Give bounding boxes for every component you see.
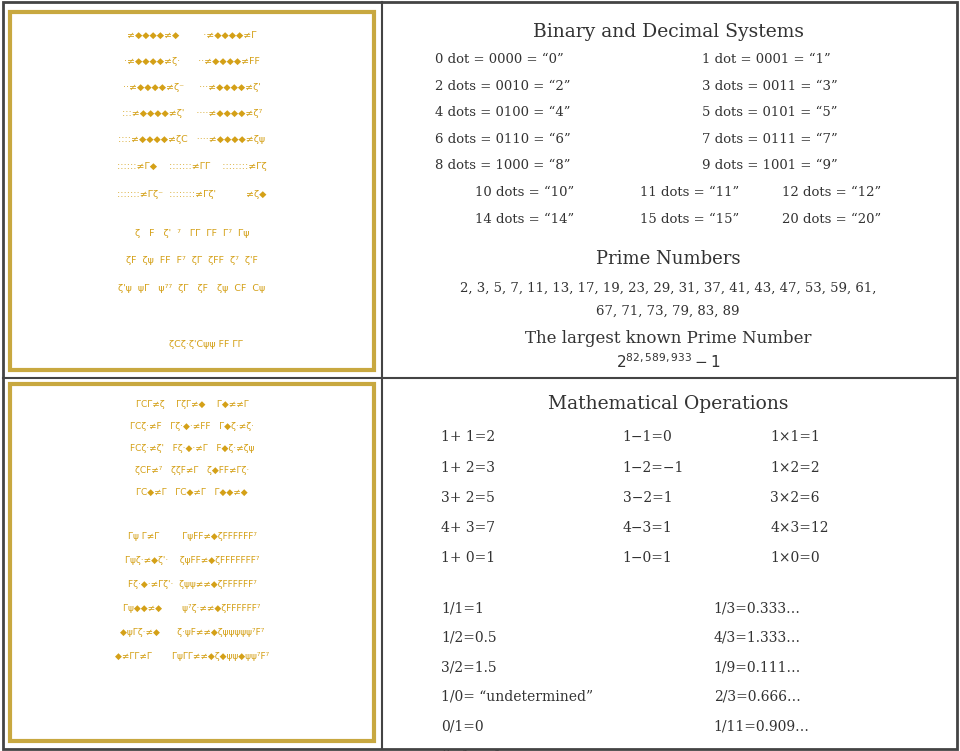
Text: ΓCζ·≠F   Γζ·◆·≠FF   Γ◆ζ·≠ζ·: ΓCζ·≠F Γζ·◆·≠FF Γ◆ζ·≠ζ· (130, 422, 254, 431)
Text: 0/1=0: 0/1=0 (441, 719, 484, 733)
Text: 3−2=1: 3−2=1 (623, 490, 672, 505)
Text: ◆≠ΓΓ≠Γ       ΓψΓΓ≠≠◆ζ◆ψψ◆ψψ⁷F⁷: ◆≠ΓΓ≠Γ ΓψΓΓ≠≠◆ζ◆ψψ◆ψψ⁷F⁷ (115, 652, 269, 661)
Text: ◆ψΓζ·≠◆      ζ·ψF≠≠◆ζψψψψψ⁷F⁷: ◆ψΓζ·≠◆ ζ·ψF≠≠◆ζψψψψψ⁷F⁷ (120, 628, 264, 637)
Text: 3 dots = 0011 = “3”: 3 dots = 0011 = “3” (703, 80, 838, 92)
Text: ζF  ζψ  FF  F⁷  ζΓ  ζFF  ζ⁷  ζ'F: ζF ζψ FF F⁷ ζΓ ζFF ζ⁷ ζ'F (126, 256, 258, 265)
Text: 1/3=0.333…: 1/3=0.333… (713, 602, 801, 616)
Text: 67, 71, 73, 79, 83, 89: 67, 71, 73, 79, 83, 89 (596, 304, 740, 318)
Text: ζ'ψ  ψΓ   ψ⁷⁷  ζΓ   ζF   ζψ  CF  Cψ: ζ'ψ ψΓ ψ⁷⁷ ζΓ ζF ζψ CF Cψ (118, 284, 266, 293)
Text: 1−2=−1: 1−2=−1 (623, 460, 684, 475)
Text: 0−1=−1: 0−1=−1 (441, 749, 502, 751)
Text: 4−3=1: 4−3=1 (623, 521, 672, 535)
Text: 3+ 2=5: 3+ 2=5 (441, 490, 494, 505)
Text: 14 dots = “14”: 14 dots = “14” (475, 213, 574, 226)
Text: 15 dots = “15”: 15 dots = “15” (639, 213, 739, 226)
Text: Binary and Decimal Systems: Binary and Decimal Systems (533, 23, 804, 41)
Text: 9 dots = 1001 = “9”: 9 dots = 1001 = “9” (703, 159, 838, 173)
Text: The largest known Prime Number: The largest known Prime Number (525, 330, 811, 347)
Text: 1+ 2=3: 1+ 2=3 (441, 460, 494, 475)
Text: 20 dots = “20”: 20 dots = “20” (781, 213, 881, 226)
Text: Mathematical Operations: Mathematical Operations (548, 395, 788, 413)
Text: ζCζ·ζ'Cψψ FF ΓΓ: ζCζ·ζ'Cψψ FF ΓΓ (141, 339, 243, 348)
Text: :::≠◆◆◆◆≠ζ'    ····≠◆◆◆◆≠ζ⁷: :::≠◆◆◆◆≠ζ' ····≠◆◆◆◆≠ζ⁷ (122, 109, 262, 118)
Text: 4/3=1.333…: 4/3=1.333… (713, 631, 801, 645)
Text: 1/0= “undetermined”: 1/0= “undetermined” (441, 690, 593, 704)
Text: 6 dots = 0110 = “6”: 6 dots = 0110 = “6” (435, 133, 571, 146)
Text: 1−1=0: 1−1=0 (623, 430, 672, 445)
Text: ··≠◆◆◆◆≠ζ⁻     ···≠◆◆◆◆≠ζ': ··≠◆◆◆◆≠ζ⁻ ···≠◆◆◆◆≠ζ' (123, 83, 261, 92)
Text: 1+ 0=1: 1+ 0=1 (441, 551, 495, 565)
Text: 12 dots = “12”: 12 dots = “12” (781, 186, 881, 199)
Text: ·≠◆◆◆◆≠ζ·      ··≠◆◆◆◆≠FF: ·≠◆◆◆◆≠ζ· ··≠◆◆◆◆≠FF (124, 57, 260, 66)
Text: 1−0=1: 1−0=1 (623, 551, 672, 565)
Text: :::::::≠Γζ⁻  ::::::::≠Γζ'          ≠ζ◆: :::::::≠Γζ⁻ ::::::::≠Γζ' ≠ζ◆ (117, 190, 267, 199)
Text: ζCF≠⁷   ζζF≠Γ   ζ◆FF≠Γζ·: ζCF≠⁷ ζζF≠Γ ζ◆FF≠Γζ· (134, 466, 250, 475)
Text: 3/2=1.5: 3/2=1.5 (441, 660, 496, 674)
Text: ::::≠◆◆◆◆≠ζC   ····≠◆◆◆◆≠ζψ: ::::≠◆◆◆◆≠ζC ····≠◆◆◆◆≠ζψ (118, 134, 266, 143)
Text: 1 dot = 0001 = “1”: 1 dot = 0001 = “1” (703, 53, 831, 66)
Text: ΓC◆≠Γ   ΓC◆≠Γ   Γ◆◆≠◆: ΓC◆≠Γ ΓC◆≠Γ Γ◆◆≠◆ (136, 488, 248, 497)
Text: 2, 3, 5, 7, 11, 13, 17, 19, 23, 29, 31, 37, 41, 43, 47, 53, 59, 61,: 2, 3, 5, 7, 11, 13, 17, 19, 23, 29, 31, … (460, 282, 876, 295)
Text: 1/9=0.111…: 1/9=0.111… (713, 660, 801, 674)
Text: FCζ·≠ζ'   Fζ·◆·≠Γ   F◆ζ·≠ζψ: FCζ·≠ζ' Fζ·◆·≠Γ F◆ζ·≠ζψ (130, 444, 254, 453)
Text: 1/1=1: 1/1=1 (441, 602, 484, 616)
Text: 1/11=0.909…: 1/11=0.909… (713, 719, 809, 733)
Text: 11 dots = “11”: 11 dots = “11” (639, 186, 739, 199)
Text: 1×0=0: 1×0=0 (771, 551, 820, 565)
Text: 3×2=6: 3×2=6 (771, 490, 820, 505)
Text: Fζ·◆·≠Γζ'·  ζψψ≠≠◆ζFFFFFF⁷: Fζ·◆·≠Γζ'· ζψψ≠≠◆ζFFFFFF⁷ (128, 580, 256, 589)
Text: 1/2=0.5: 1/2=0.5 (441, 631, 496, 645)
Text: 4×3=12: 4×3=12 (771, 521, 828, 535)
Text: 1+ 1=2: 1+ 1=2 (441, 430, 495, 445)
Text: 5 dots = 0101 = “5”: 5 dots = 0101 = “5” (703, 107, 838, 119)
Text: 1×2=2: 1×2=2 (771, 460, 820, 475)
Text: Γψζ·≠◆ζ'·    ζψFF≠◆ζFFFFFFF⁷: Γψζ·≠◆ζ'· ζψFF≠◆ζFFFFFFF⁷ (125, 556, 259, 566)
Text: $2^{82,589,933}-1$: $2^{82,589,933}-1$ (616, 352, 720, 371)
Text: Γψ Γ≠Γ        ΓψFF≠◆ζFFFFFF⁷: Γψ Γ≠Γ ΓψFF≠◆ζFFFFFF⁷ (128, 532, 256, 541)
Text: 4 dots = 0100 = “4”: 4 dots = 0100 = “4” (435, 107, 570, 119)
Text: ≠◆◆◆◆≠◆        ·≠◆◆◆◆≠Γ: ≠◆◆◆◆≠◆ ·≠◆◆◆◆≠Γ (128, 31, 256, 40)
Text: 4+ 3=7: 4+ 3=7 (441, 521, 495, 535)
Text: 8 dots = 1000 = “8”: 8 dots = 1000 = “8” (435, 159, 570, 173)
Text: ΓCΓ≠ζ    ΓζΓ≠◆    Γ◆≠≠Γ: ΓCΓ≠ζ ΓζΓ≠◆ Γ◆≠≠Γ (135, 400, 249, 409)
Text: 0 dot = 0000 = “0”: 0 dot = 0000 = “0” (435, 53, 564, 66)
Text: Γψ◆◆≠◆       ψ⁷ζ·≠≠◆ζFFFFFF⁷: Γψ◆◆≠◆ ψ⁷ζ·≠≠◆ζFFFFFF⁷ (123, 604, 261, 613)
Text: ::::::≠Γ◆    :::::::≠ΓΓ    ::::::::≠Γζ: ::::::≠Γ◆ :::::::≠ΓΓ ::::::::≠Γζ (117, 162, 267, 171)
Text: 10 dots = “10”: 10 dots = “10” (475, 186, 574, 199)
Text: 7 dots = 0111 = “7”: 7 dots = 0111 = “7” (703, 133, 838, 146)
Text: 2 dots = 0010 = “2”: 2 dots = 0010 = “2” (435, 80, 570, 92)
Text: 2/3=0.666…: 2/3=0.666… (713, 690, 801, 704)
Text: 1×1=1: 1×1=1 (771, 430, 821, 445)
Text: Prime Numbers: Prime Numbers (596, 250, 740, 268)
Text: ζ   F   ζ'  ⁷   ΓΓ  ΓF  Γ⁷  Γψ: ζ F ζ' ⁷ ΓΓ ΓF Γ⁷ Γψ (134, 229, 250, 238)
